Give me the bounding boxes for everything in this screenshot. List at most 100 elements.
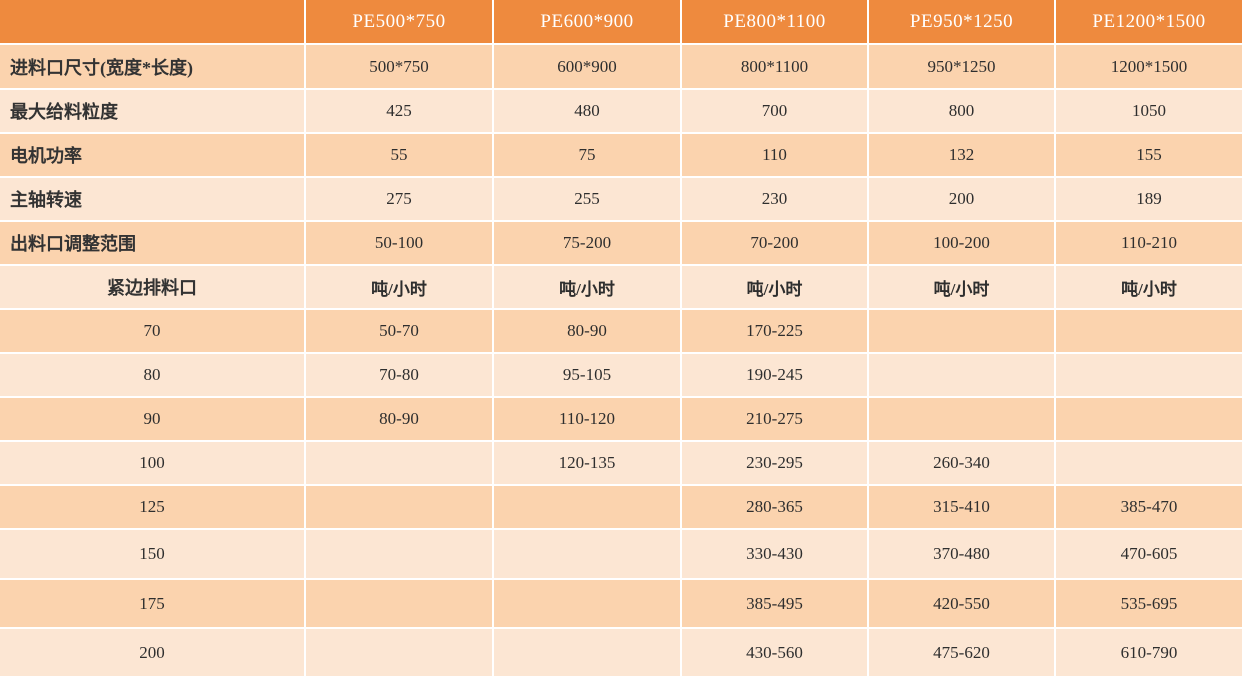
value-cell: 50-100: [305, 221, 494, 266]
value-cell: [1055, 397, 1242, 442]
value-cell: 275: [305, 177, 494, 222]
value-cell: 475-620: [868, 628, 1056, 676]
table-body: 进料口尺寸(宽度*长度) 500*750 600*900 800*1100 95…: [0, 44, 1242, 676]
value-cell: [1055, 353, 1242, 398]
row-label: 175: [0, 579, 306, 629]
value-cell: 120-135: [493, 441, 682, 486]
value-cell: 75: [493, 133, 682, 178]
row-label: 125: [0, 485, 306, 530]
row-label: 70: [0, 309, 306, 354]
value-cell: [493, 485, 682, 530]
value-cell: 330-430: [681, 529, 869, 580]
row-label: 90: [0, 397, 306, 442]
value-cell: 420-550: [868, 579, 1056, 629]
value-cell: 110-210: [1055, 221, 1242, 266]
value-cell: 610-790: [1055, 628, 1242, 676]
header-row: PE500*750 PE600*900 PE800*1100 PE950*125…: [0, 0, 1242, 45]
value-cell: [305, 529, 494, 580]
value-cell: 1050: [1055, 89, 1242, 134]
table-row-unit-header: 紧边排料口 吨/小时 吨/小时 吨/小时 吨/小时 吨/小时: [0, 265, 1242, 310]
value-cell: 315-410: [868, 485, 1056, 530]
column-header-pe1200: PE1200*1500: [1055, 0, 1242, 45]
row-label: 进料口尺寸(宽度*长度): [0, 44, 306, 90]
value-cell: [1055, 309, 1242, 354]
value-cell: 132: [868, 133, 1056, 178]
value-cell: 190-245: [681, 353, 869, 398]
row-label: 主轴转速: [0, 177, 306, 222]
value-cell: 800*1100: [681, 44, 869, 90]
table-row-max-feed-size: 最大给料粒度 425 480 700 800 1050: [0, 89, 1242, 134]
table-row-capacity-125: 125 280-365 315-410 385-470: [0, 485, 1242, 530]
value-cell: 255: [493, 177, 682, 222]
value-cell: 189: [1055, 177, 1242, 222]
table-row-motor-power: 电机功率 55 75 110 132 155: [0, 133, 1242, 178]
value-cell: 50-70: [305, 309, 494, 354]
value-cell: 385-495: [681, 579, 869, 629]
unit-cell: 吨/小时: [493, 265, 682, 310]
table-row-capacity-200: 200 430-560 475-620 610-790: [0, 628, 1242, 676]
corner-cell: [0, 0, 306, 45]
table-row-capacity-150: 150 330-430 370-480 470-605: [0, 529, 1242, 580]
value-cell: 535-695: [1055, 579, 1242, 629]
row-label: 200: [0, 628, 306, 676]
row-label: 紧边排料口: [0, 265, 306, 310]
value-cell: [868, 309, 1056, 354]
table-row-capacity-90: 90 80-90 110-120 210-275: [0, 397, 1242, 442]
value-cell: 500*750: [305, 44, 494, 90]
value-cell: [305, 441, 494, 486]
column-header-pe500: PE500*750: [305, 0, 494, 45]
row-label: 出料口调整范围: [0, 221, 306, 266]
value-cell: [305, 485, 494, 530]
value-cell: 385-470: [1055, 485, 1242, 530]
value-cell: 155: [1055, 133, 1242, 178]
value-cell: 470-605: [1055, 529, 1242, 580]
value-cell: [305, 579, 494, 629]
table-row-spindle-speed: 主轴转速 275 255 230 200 189: [0, 177, 1242, 222]
value-cell: [1055, 441, 1242, 486]
row-label: 最大给料粒度: [0, 89, 306, 134]
column-header-pe800: PE800*1100: [681, 0, 869, 45]
value-cell: 230: [681, 177, 869, 222]
table-row-discharge-range: 出料口调整范围 50-100 75-200 70-200 100-200 110…: [0, 221, 1242, 266]
value-cell: [493, 529, 682, 580]
value-cell: 95-105: [493, 353, 682, 398]
table-header: PE500*750 PE600*900 PE800*1100 PE950*125…: [0, 0, 1242, 45]
column-header-pe600: PE600*900: [493, 0, 682, 45]
value-cell: [493, 628, 682, 676]
unit-cell: 吨/小时: [305, 265, 494, 310]
value-cell: 260-340: [868, 441, 1056, 486]
value-cell: [493, 579, 682, 629]
value-cell: [868, 353, 1056, 398]
row-label: 150: [0, 529, 306, 580]
value-cell: 370-480: [868, 529, 1056, 580]
value-cell: 425: [305, 89, 494, 134]
unit-cell: 吨/小时: [1055, 265, 1242, 310]
value-cell: 75-200: [493, 221, 682, 266]
table-row-capacity-175: 175 385-495 420-550 535-695: [0, 579, 1242, 629]
value-cell: 170-225: [681, 309, 869, 354]
row-label: 80: [0, 353, 306, 398]
table-row-capacity-70: 70 50-70 80-90 170-225: [0, 309, 1242, 354]
value-cell: 950*1250: [868, 44, 1056, 90]
value-cell: 1200*1500: [1055, 44, 1242, 90]
value-cell: 230-295: [681, 441, 869, 486]
value-cell: 700: [681, 89, 869, 134]
value-cell: 80-90: [493, 309, 682, 354]
value-cell: 110-120: [493, 397, 682, 442]
unit-cell: 吨/小时: [681, 265, 869, 310]
table-row-capacity-100: 100 120-135 230-295 260-340: [0, 441, 1242, 486]
value-cell: 800: [868, 89, 1056, 134]
table-row-feed-opening: 进料口尺寸(宽度*长度) 500*750 600*900 800*1100 95…: [0, 44, 1242, 90]
value-cell: 80-90: [305, 397, 494, 442]
value-cell: 200: [868, 177, 1056, 222]
value-cell: 280-365: [681, 485, 869, 530]
value-cell: 480: [493, 89, 682, 134]
value-cell: 430-560: [681, 628, 869, 676]
row-label: 100: [0, 441, 306, 486]
value-cell: [305, 628, 494, 676]
value-cell: 210-275: [681, 397, 869, 442]
value-cell: 55: [305, 133, 494, 178]
value-cell: 70-200: [681, 221, 869, 266]
row-label: 电机功率: [0, 133, 306, 178]
